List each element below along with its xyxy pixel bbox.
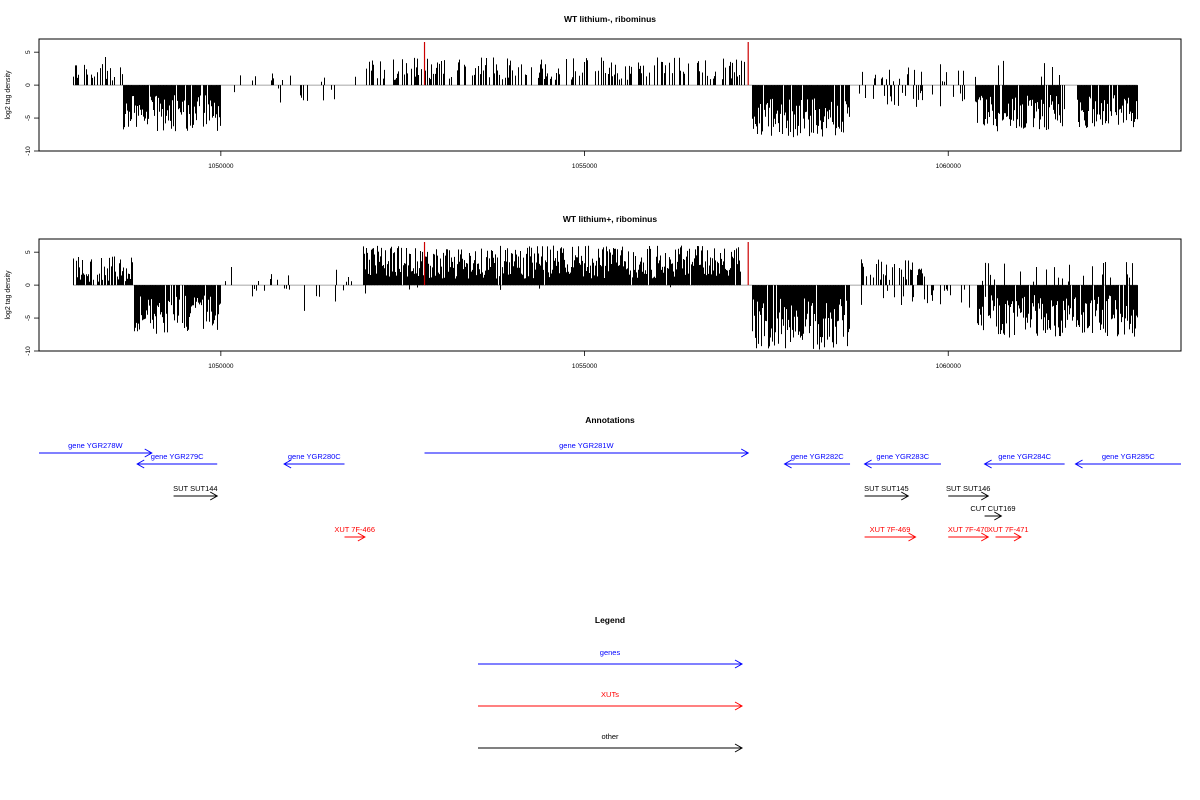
annotation-arrow [983, 459, 1065, 469]
bar-series [73, 56, 1138, 138]
annotation-label: XUT 7F-471 [988, 525, 1029, 534]
y-tick-label: 0 [25, 283, 32, 287]
annotation-arrow [173, 491, 219, 501]
annotation-label: SUT SUT144 [173, 484, 217, 493]
arrow-head [783, 459, 792, 469]
legend-label: genes [600, 648, 621, 657]
arrow-head [980, 532, 990, 542]
annotation-label: gene YGR284C [998, 452, 1051, 461]
x-tick-label: 1055000 [572, 363, 598, 370]
annotation-arrow [984, 511, 1003, 521]
annotation-arrow [1074, 459, 1181, 469]
annotation-label: gene YGR282C [791, 452, 844, 461]
y-tick-label: 5 [25, 250, 32, 254]
annotation-label: gene YGR281W [559, 441, 614, 450]
arrow-head [900, 491, 910, 501]
legend-arrow [478, 701, 744, 711]
annotation-arrow [136, 459, 218, 469]
legend-label: XUTs [601, 690, 619, 699]
x-tick-label: 1060000 [936, 363, 962, 370]
arrow-head [983, 459, 992, 469]
annotation-arrow [948, 532, 990, 542]
y-axis-label: log2 tag density [5, 270, 12, 320]
legend: Legend genes XUTs other [478, 615, 744, 753]
annotation-label: SUT SUT146 [946, 484, 990, 493]
annotation-arrow [344, 532, 366, 542]
chart-title: WT lithium-, ribominus [564, 14, 656, 24]
plot-frame [38, 238, 1182, 352]
arrow-head [1074, 459, 1083, 469]
arrow-head [357, 532, 366, 542]
chart-title: WT lithium+, ribominus [563, 214, 657, 224]
y-tick-label: 5 [25, 50, 32, 54]
arrow-head [980, 491, 990, 501]
density-plot-lithium-plus: WT lithium+, ribominus log2 tag density 10… [5, 214, 1182, 370]
annotations-track: Annotations gene YGR278W gene YGR279C gene … [39, 415, 1181, 542]
annotation-arrow [783, 459, 851, 469]
y-tick-label: -5 [25, 315, 32, 321]
annotation-label: CUT CUT169 [970, 504, 1015, 513]
annotation-label: gene YGR283C [876, 452, 929, 461]
annotation-label: gene YGR279C [151, 452, 204, 461]
legend-title: Legend [595, 615, 625, 625]
annotation-label: gene YGR278W [68, 441, 123, 450]
annotation-label: XUT 7F-466 [334, 525, 375, 534]
annotation-arrow [864, 491, 910, 501]
annotation-label: SUT SUT145 [864, 484, 908, 493]
arrow-head [209, 491, 219, 501]
legend-arrow [478, 659, 744, 669]
y-tick-label: -10 [25, 146, 32, 156]
y-tick-label: -10 [25, 346, 32, 356]
annotation-label: gene YGR280C [288, 452, 341, 461]
annotation-arrow [424, 448, 750, 458]
x-tick-label: 1050000 [208, 363, 234, 370]
arrow-head [734, 659, 744, 669]
annotation-label: gene YGR285C [1102, 452, 1155, 461]
arrow-head [136, 459, 145, 469]
arrow-head [994, 511, 1003, 521]
annotation-label: XUT 7F-470 [948, 525, 989, 534]
arrow-head [863, 459, 872, 469]
arrow-head [283, 459, 292, 469]
x-tick-label: 1055000 [572, 163, 598, 170]
y-tick-label: 0 [25, 83, 32, 87]
annotation-arrow [995, 532, 1022, 542]
x-tick-label: 1060000 [936, 163, 962, 170]
y-axis-label: log2 tag density [5, 70, 12, 120]
arrow-head [1013, 532, 1022, 542]
legend-label: other [601, 732, 619, 741]
y-tick-label: -5 [25, 115, 32, 121]
arrow-head [740, 448, 750, 458]
annotation-label: XUT 7F-469 [870, 525, 911, 534]
annotation-arrow [283, 459, 345, 469]
legend-arrow [478, 743, 744, 753]
arrow-head [734, 743, 744, 753]
density-plot-lithium-minus: WT lithium-, ribominus log2 tag density 10… [5, 14, 1182, 170]
annotation-arrow [39, 448, 153, 458]
annotation-arrow [948, 491, 990, 501]
arrow-head [908, 532, 917, 542]
x-tick-label: 1050000 [208, 163, 234, 170]
arrow-head [144, 448, 153, 458]
plot-frame [38, 38, 1182, 152]
bar-series [73, 245, 1138, 350]
arrow-head [734, 701, 744, 711]
annotations-title: Annotations [585, 415, 635, 425]
annotation-arrow [863, 459, 941, 469]
annotation-arrow [864, 532, 917, 542]
